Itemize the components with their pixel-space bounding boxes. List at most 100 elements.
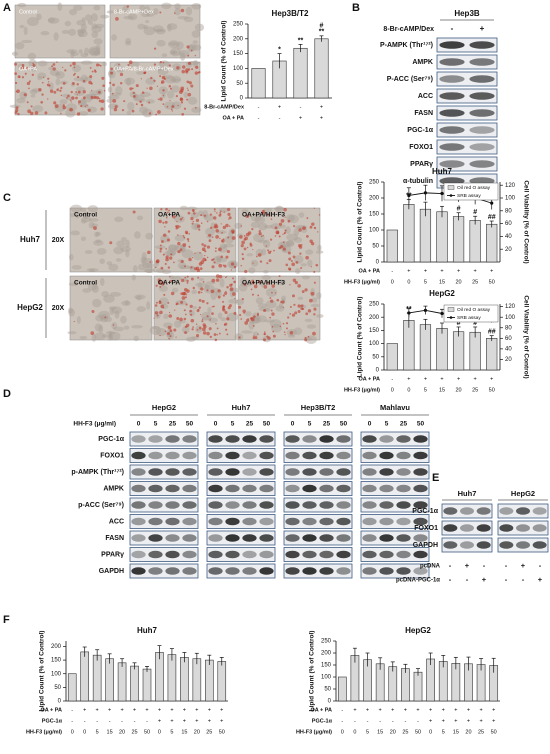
blot-label: GAPDH [413,542,438,549]
blot-label: PPARγ [101,551,124,558]
condition-value: 25 [472,279,478,285]
band [379,435,394,443]
blot [360,530,430,546]
lipid-droplet [239,314,242,317]
lipid-droplet [169,256,173,260]
blot [129,530,199,546]
lipid-droplet [169,99,171,101]
bar [486,338,498,371]
cell [141,12,150,18]
condition-value: + [183,707,186,713]
cell [142,108,153,118]
lipid-droplet [307,335,310,338]
cell [80,207,87,212]
cell [168,42,178,46]
lipid-droplet [206,315,209,318]
lipid-droplet [110,71,114,75]
cell [93,50,101,56]
lipid-droplet [187,240,190,242]
micrograph [69,207,153,273]
lipid-droplet [220,210,222,212]
cell [305,249,314,255]
cell-line: Mahlavu [380,403,410,412]
condition-value: + [120,707,123,713]
lipid-droplet [177,241,181,246]
lipid-droplet [263,285,268,289]
cell [174,234,186,242]
band [469,41,495,49]
lipid-droplet [262,211,266,215]
lipid-droplet [101,76,105,80]
y-tick-label: 250 [233,22,244,28]
cell [107,95,120,100]
lipid-droplet [176,316,180,320]
condition-value: - [71,707,73,713]
lipid-droplet [166,332,171,336]
blot-label: α-tubulin [403,178,433,185]
y-tick-label: 150 [321,663,332,669]
condition-value: 5 [442,729,445,735]
lipid-droplet [132,94,136,98]
band [259,550,274,559]
cell [213,287,220,294]
lipid-droplet [70,101,72,103]
cell [293,255,304,264]
lipid-droplet [289,313,292,315]
cell [300,263,307,267]
lipid-droplet [258,231,262,236]
band [362,435,377,443]
lipid-droplet [48,81,50,83]
cell [95,239,102,243]
legend-label: SRB assay [457,193,481,199]
cell [88,46,101,56]
band [439,58,465,66]
blot-label: PGC-1α [98,436,124,443]
lipid-droplet [166,105,169,108]
blot [206,497,276,513]
lipid-droplet [301,290,305,293]
lipid-droplet [243,283,247,286]
lipid-droplet [241,297,244,301]
cell [194,23,205,32]
condition-label: OA + PA [40,707,62,713]
condition-value: + [429,718,432,724]
magnification: 20X [52,237,65,244]
lipid-droplet [259,260,263,263]
cell [273,206,285,211]
cell [48,17,55,23]
lipid-droplet [164,262,167,265]
cell [125,37,132,44]
band [413,517,428,526]
lipid-droplet [198,70,201,74]
cell [306,324,317,329]
lipid-droplet [292,255,296,259]
lipid-droplet [198,299,202,302]
lipid-droplet [214,250,217,252]
lipid-droplet [200,222,203,224]
cell [219,278,225,288]
band [516,507,530,515]
cell [164,250,177,256]
cell [143,265,155,273]
band [148,435,163,443]
condition-value: - [258,115,260,121]
cell [141,258,154,267]
cell [125,239,130,248]
cell [94,231,100,238]
condition-label: HH-F3 (μg/ml) [296,729,332,735]
band [165,435,180,443]
bar [426,658,435,702]
y-tick-label: 250 [321,639,332,645]
lipid-droplet [185,303,188,306]
blot [360,514,430,529]
lipid-droplet [282,247,286,251]
y-axis-label: Lipid Count (% of Control) [221,21,228,102]
band [242,534,257,542]
cell [187,96,198,105]
cell [91,23,98,29]
cell [191,44,202,51]
lipid-droplet [240,318,243,320]
lipid-droplet [91,70,94,73]
cell [145,232,154,240]
band [396,451,411,460]
